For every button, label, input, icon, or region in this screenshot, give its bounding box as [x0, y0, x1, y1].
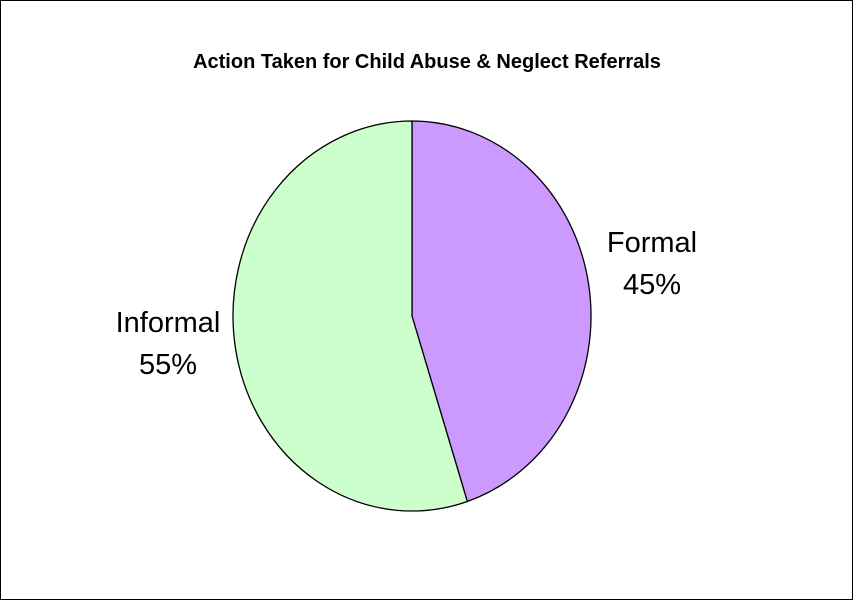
pie-slice-formal [411, 120, 592, 503]
slice-value-formal: 45% [623, 269, 681, 301]
chart-title: Action Taken for Child Abuse & Neglect R… [193, 51, 661, 73]
slice-value-informal: 55% [139, 349, 197, 381]
slice-label-formal: Formal [607, 227, 697, 259]
slice-label-informal: Informal [116, 307, 221, 339]
pie-slice-informal [232, 120, 468, 512]
